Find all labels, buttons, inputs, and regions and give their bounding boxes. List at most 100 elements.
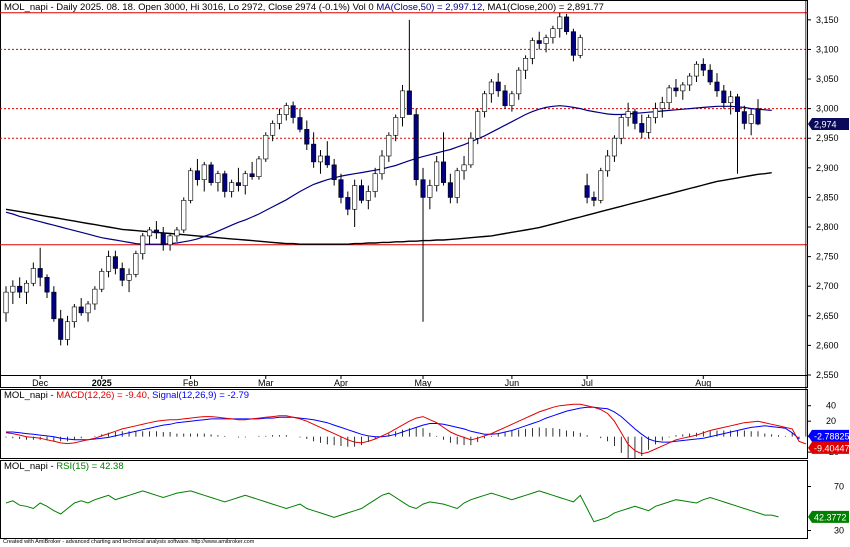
candle-body-down	[112, 256, 118, 269]
price-tick-label: 2,600	[816, 340, 839, 350]
last-close-tag-box	[808, 118, 849, 131]
candle-body-down	[160, 232, 166, 246]
price-tick-label: 2,750	[816, 252, 839, 262]
candle	[550, 25, 556, 44]
candle-body-down	[58, 318, 64, 340]
candle-body-down	[51, 291, 57, 320]
candle-body-up	[65, 321, 71, 340]
value-tags: 2,974 -2.78825 -9.40447 42.3772	[808, 118, 850, 523]
candle-body-up	[133, 253, 139, 275]
signal-line	[6, 406, 800, 443]
candle	[523, 55, 529, 80]
candle-body-up	[523, 58, 529, 71]
candle	[420, 167, 426, 322]
candle-body-up	[174, 229, 180, 237]
price-y-axis: 2,550 2,600 2,650 2,700 2,750 2,800 2,850 2,900…	[808, 15, 839, 380]
candle-body-down	[413, 114, 419, 180]
rsi-value-tag-box	[808, 510, 849, 523]
candle	[92, 286, 98, 310]
candle	[65, 315, 71, 346]
candle	[557, 12, 563, 38]
candle-body-up	[3, 291, 9, 314]
candle-body-up	[352, 185, 358, 210]
rsi-tick-label: 70	[834, 482, 844, 492]
price-header-info: - Daily 2025. 08. 18. Open 3000, Hi 3016…	[47, 2, 377, 13]
candle	[17, 277, 23, 299]
candle-body-down	[707, 69, 713, 83]
candle	[249, 161, 255, 180]
candle-body-down	[420, 179, 426, 198]
candle-body-up	[23, 282, 30, 293]
candle-body-down	[591, 197, 597, 201]
candle	[372, 167, 378, 198]
candle	[564, 13, 570, 35]
candle	[529, 37, 535, 65]
candle-body-up	[99, 271, 105, 290]
candle	[693, 61, 699, 82]
candle	[427, 179, 433, 210]
candle	[311, 132, 317, 168]
candle-body-up	[85, 303, 91, 314]
candle-body-down	[324, 155, 330, 166]
candle	[482, 90, 488, 118]
candle	[728, 90, 734, 115]
candle-body-up	[188, 170, 194, 201]
candle-body-up	[126, 274, 132, 281]
candle	[673, 79, 679, 97]
candle-body-up	[461, 164, 467, 172]
rsi-value-tag: 42.3772	[808, 510, 849, 523]
candle	[235, 167, 241, 192]
month-tick-label: Dec	[32, 378, 49, 388]
candle	[297, 108, 303, 133]
candle	[181, 197, 187, 233]
candle-body-up	[276, 114, 282, 124]
macd-tick-label: 40	[826, 401, 836, 411]
candle	[188, 167, 194, 204]
price-header: MOL_napi - Daily 2025. 08. 18. Open 3000…	[4, 2, 604, 13]
macd-line	[5, 403, 807, 455]
candle	[160, 227, 166, 251]
candle-body-down	[714, 81, 720, 92]
candle-body-down	[290, 105, 296, 118]
ma50-layer	[5, 105, 772, 245]
candle	[406, 19, 412, 115]
candle	[229, 179, 235, 198]
ma200-line	[5, 172, 772, 245]
candle-body-up	[482, 93, 488, 112]
candle-body-down	[297, 117, 303, 130]
candle-body-down	[721, 90, 727, 104]
candle-body-down	[584, 185, 590, 198]
price-tick-label: 3,150	[816, 15, 839, 25]
candle-body-up	[529, 40, 535, 59]
candle-body-up	[468, 137, 474, 166]
candle	[495, 73, 501, 97]
ma200-layer	[5, 172, 772, 245]
candle-body-down	[495, 81, 501, 92]
candle	[242, 170, 248, 195]
candle-body-down	[570, 31, 576, 56]
candle-body-down	[235, 182, 241, 186]
candle	[256, 155, 262, 180]
candle-body-up	[625, 111, 631, 118]
candle-body-up	[201, 164, 207, 180]
rsi-value-tag-text: 42.3772	[814, 512, 847, 522]
candle	[475, 108, 481, 145]
candle-body-up	[454, 170, 460, 198]
candle	[365, 185, 371, 210]
candle	[584, 173, 590, 204]
candle-body-up	[550, 28, 556, 38]
signal-value-tag-box	[808, 429, 849, 442]
candle-body-down	[564, 16, 570, 32]
candle-body-up	[427, 185, 433, 198]
candle	[112, 250, 118, 275]
month-tick-label: Jul	[581, 378, 593, 388]
ma50-label: MA(Close,50) = 2,997.12,	[376, 2, 485, 13]
candle	[625, 102, 631, 127]
candle-body-down	[249, 173, 255, 178]
candle	[99, 268, 105, 293]
candle-body-up	[167, 235, 173, 246]
candle	[194, 158, 200, 186]
candle-body-down	[17, 285, 23, 293]
signal-label: Signal(12,26,9) = -2.79	[152, 390, 250, 401]
